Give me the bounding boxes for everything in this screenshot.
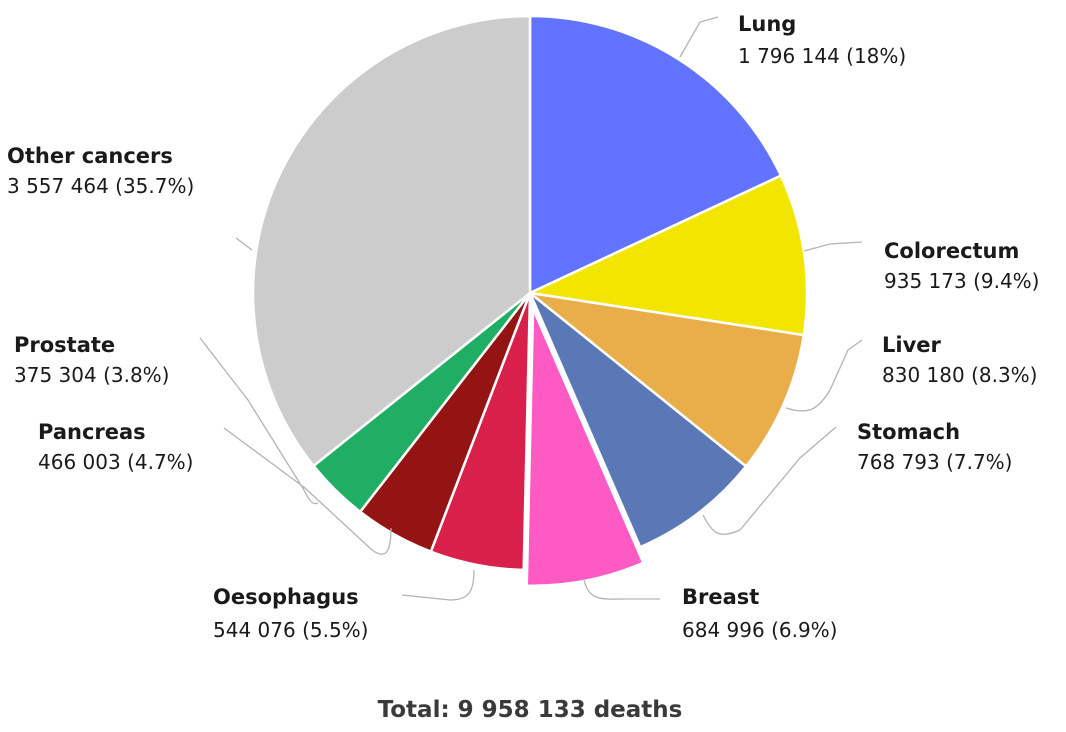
label-lung: Lung xyxy=(738,12,796,36)
pie-slice-liver xyxy=(528,291,806,468)
leader-line-stomach xyxy=(702,426,837,535)
pie-slice-colorectum xyxy=(528,174,809,337)
leader-line-breast xyxy=(583,579,660,600)
leader-line-liver xyxy=(785,339,863,412)
label-prostate: Prostate xyxy=(14,333,115,357)
leader-lines xyxy=(199,16,863,601)
value-label-breast: 684 996 (6.9%) xyxy=(682,618,837,642)
leader-line-prostate xyxy=(199,337,319,505)
pie-slices xyxy=(251,14,809,587)
leader-line-colorectum xyxy=(803,241,863,252)
leader-line-lung xyxy=(679,16,719,58)
label-other-cancers: Other cancers xyxy=(7,144,173,168)
label-liver: Liver xyxy=(882,333,942,357)
label-colorectum: Colorectum xyxy=(884,239,1019,263)
value-label-colorectum: 935 173 (9.4%) xyxy=(884,269,1039,293)
value-label-lung: 1 796 144 (18%) xyxy=(738,44,906,68)
value-label-prostate: 375 304 (3.8%) xyxy=(14,363,169,387)
total-deaths-label: Total: 9 958 133 deaths xyxy=(378,697,683,723)
value-label-pancreas: 466 003 (4.7%) xyxy=(38,450,193,474)
leader-line-pancreas xyxy=(223,427,392,555)
value-label-liver: 830 180 (8.3%) xyxy=(882,363,1037,387)
slice-labels: Lung 1 796 144 (18%) Colorectum 935 173 … xyxy=(7,12,1039,642)
leader-line-other-cancers xyxy=(235,237,253,251)
label-pancreas: Pancreas xyxy=(38,420,146,444)
label-breast: Breast xyxy=(682,585,759,609)
label-oesophagus: Oesophagus xyxy=(213,585,359,609)
pie-slice-lung xyxy=(528,14,783,295)
value-label-stomach: 768 793 (7.7%) xyxy=(857,450,1012,474)
pie-slice-breast xyxy=(525,307,645,587)
pie-slice-other-cancers xyxy=(251,14,532,468)
leader-line-oesophagus xyxy=(401,569,475,601)
value-label-other-cancers: 3 557 464 (35.7%) xyxy=(7,174,194,198)
value-label-oesophagus: 544 076 (5.5%) xyxy=(213,618,368,642)
pie-slice-stomach xyxy=(528,291,748,549)
label-stomach: Stomach xyxy=(857,420,960,444)
